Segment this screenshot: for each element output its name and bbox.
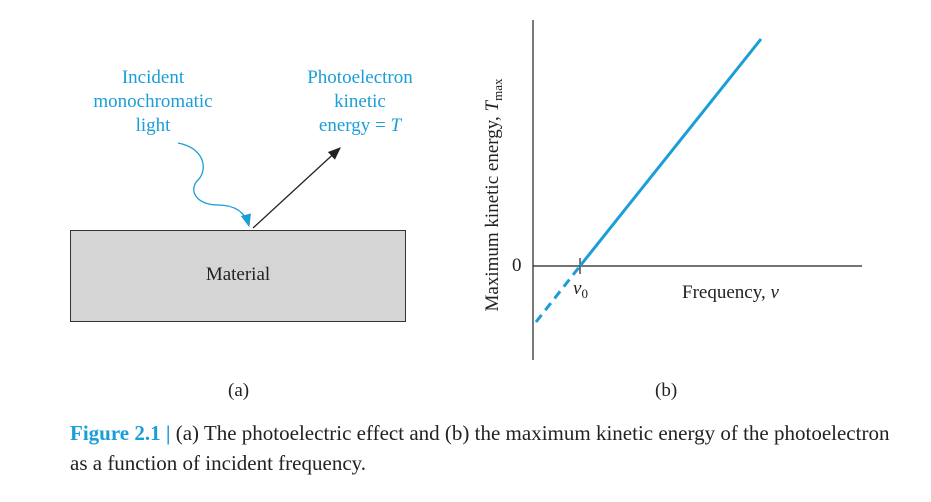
photoelectron-line-3: energy = T — [290, 114, 430, 138]
ylabel-symbol: T — [482, 100, 503, 112]
xlabel-text: Frequency, — [682, 282, 771, 303]
incident-light-wave — [177, 142, 251, 228]
figure-number: Figure 2.1 | — [70, 421, 176, 445]
extrapolated-dashed-line — [534, 265, 582, 323]
y-axis-label: Maximum kinetic energy, Tmax — [482, 79, 506, 312]
zero-tick-label: 0 — [512, 255, 522, 276]
photoelectron-line-2: kinetic — [334, 91, 386, 112]
incident-light-label: Incident monochromatic light — [78, 66, 228, 138]
incident-line-2: monochromatic — [93, 91, 213, 112]
energy-text: energy = — [318, 115, 391, 136]
nu0-label: ν0 — [573, 278, 588, 302]
material-label: Material — [205, 264, 271, 285]
material-block: Material — [70, 230, 406, 322]
ylabel-text: Maximum kinetic energy, — [482, 111, 503, 312]
panel-a-tag: (a) — [228, 380, 250, 401]
photoelectron-arrow — [252, 147, 341, 229]
figure-caption: Figure 2.1 | (a) The photoelectric effec… — [70, 418, 890, 478]
incident-line-1: Incident — [121, 67, 185, 88]
energy-symbol: T — [390, 115, 402, 136]
nu0-subscript: 0 — [581, 286, 588, 301]
caption-text: (a) The photoelectric effect and (b) the… — [70, 421, 890, 475]
panel-b-tag: (b) — [655, 380, 678, 401]
incident-line-3: light — [135, 115, 171, 136]
ylabel-subscript: max — [490, 78, 505, 101]
xlabel-symbol: ν — [770, 282, 779, 303]
photoelectron-label: Photoelectron kinetic energy = T — [290, 66, 430, 138]
kinetic-energy-line — [578, 38, 763, 267]
photoelectron-line-1: Photoelectron — [307, 67, 413, 88]
x-axis-label: Frequency, ν — [682, 282, 779, 304]
nu0-symbol: ν — [573, 278, 582, 299]
